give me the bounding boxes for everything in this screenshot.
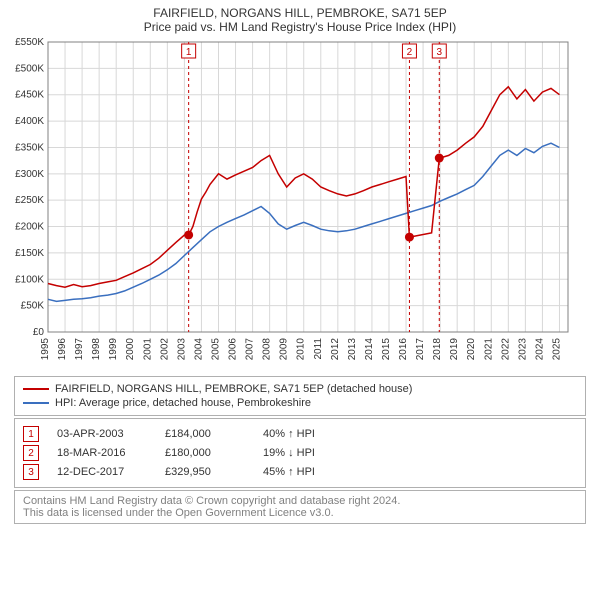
x-tick-label: 2003 — [176, 338, 187, 361]
events-table: 1 03-APR-2003 £184,000 40% ↑ HPI 2 18-MAR-201… — [14, 418, 586, 488]
x-tick-label: 1998 — [91, 338, 102, 361]
x-tick-label: 2002 — [159, 338, 170, 361]
legend-label-red: FAIRFIELD, NORGANS HILL, PEMBROKE, SA71 … — [55, 383, 412, 395]
event-date: 18-MAR-2016 — [57, 447, 147, 459]
x-tick-label: 2018 — [432, 338, 443, 361]
x-tick-label: 2005 — [210, 338, 221, 361]
chart-title-block: FAIRFIELD, NORGANS HILL, PEMBROKE, SA71 … — [0, 0, 600, 34]
event-change: 19% ↓ HPI — [263, 447, 353, 459]
x-tick-label: 2001 — [142, 338, 153, 361]
event-price: £329,950 — [165, 466, 245, 478]
x-tick-label: 2007 — [245, 338, 256, 361]
event-price: £180,000 — [165, 447, 245, 459]
x-tick-label: 2011 — [313, 338, 324, 360]
attribution-line-2: This data is licensed under the Open Gov… — [23, 507, 577, 519]
event-date: 12-DEC-2017 — [57, 466, 147, 478]
x-tick-label: 2006 — [228, 338, 239, 361]
x-tick-label: 2012 — [330, 338, 341, 361]
event-marker: 3 — [23, 464, 39, 480]
x-tick-label: 2016 — [398, 338, 409, 361]
y-tick-label: £350K — [15, 142, 44, 153]
event-line-marker-label: 3 — [436, 47, 442, 58]
x-tick-label: 2024 — [534, 338, 545, 361]
title-line-2: Price paid vs. HM Land Registry's House … — [0, 20, 600, 34]
y-tick-label: £400K — [15, 116, 44, 127]
x-tick-label: 2015 — [381, 338, 392, 361]
y-tick-label: £500K — [15, 63, 44, 74]
x-tick-label: 2010 — [296, 338, 307, 361]
event-line-marker-label: 1 — [186, 47, 192, 58]
y-tick-label: £100K — [15, 274, 44, 285]
chart-svg: £0 £50K £100K £150K £200K £250K £300K £350K £400… — [0, 34, 572, 374]
x-tick-label: 2014 — [364, 338, 375, 361]
x-tick-label: 2021 — [483, 338, 494, 361]
attribution-line-1: Contains HM Land Registry data © Crown c… — [23, 495, 577, 507]
legend-row-red: FAIRFIELD, NORGANS HILL, PEMBROKE, SA71 … — [23, 383, 577, 395]
x-tick-label: 2009 — [279, 338, 290, 361]
x-tick-label: 2000 — [125, 338, 136, 361]
x-tick-label: 1995 — [40, 338, 51, 361]
x-tick-label: 1997 — [74, 338, 85, 361]
legend-swatch-red — [23, 388, 49, 390]
x-tick-label: 2023 — [517, 338, 528, 361]
event-price: £184,000 — [165, 428, 245, 440]
y-tick-label: £450K — [15, 90, 44, 101]
x-tick-label: 2019 — [449, 338, 460, 361]
event-marker: 2 — [23, 445, 39, 461]
legend-label-blue: HPI: Average price, detached house, Pemb… — [55, 397, 311, 409]
y-tick-label: £250K — [15, 195, 44, 206]
y-tick-label: £150K — [15, 248, 44, 259]
legend-row-blue: HPI: Average price, detached house, Pemb… — [23, 397, 577, 409]
event-change: 40% ↑ HPI — [263, 428, 353, 440]
legend: FAIRFIELD, NORGANS HILL, PEMBROKE, SA71 … — [14, 376, 586, 416]
y-tick-label: £300K — [15, 169, 44, 180]
legend-swatch-blue — [23, 402, 49, 404]
event-row: 3 12-DEC-2017 £329,950 45% ↑ HPI — [23, 464, 577, 480]
x-tick-label: 2025 — [551, 338, 562, 361]
x-tick-label: 2004 — [193, 338, 204, 361]
y-tick-label: £0 — [33, 327, 45, 338]
y-tick-label: £550K — [15, 37, 44, 48]
event-line-marker-label: 2 — [407, 47, 413, 58]
y-tick-label: £50K — [21, 301, 45, 312]
event-change: 45% ↑ HPI — [263, 466, 353, 478]
title-line-1: FAIRFIELD, NORGANS HILL, PEMBROKE, SA71 … — [0, 6, 600, 20]
x-tick-label: 1999 — [108, 338, 119, 361]
event-row: 2 18-MAR-2016 £180,000 19% ↓ HPI — [23, 445, 577, 461]
x-tick-label: 1996 — [57, 338, 68, 361]
chart: £0 £50K £100K £150K £200K £250K £300K £350K £400… — [0, 34, 600, 374]
x-tick-label: 2022 — [500, 338, 511, 361]
x-tick-label: 2017 — [415, 338, 426, 361]
x-tick-label: 2013 — [347, 338, 358, 361]
attribution: Contains HM Land Registry data © Crown c… — [14, 490, 586, 524]
x-tick-label: 2008 — [262, 338, 273, 361]
x-tick-label: 2020 — [466, 338, 477, 361]
event-marker: 1 — [23, 426, 39, 442]
event-row: 1 03-APR-2003 £184,000 40% ↑ HPI — [23, 426, 577, 442]
event-date: 03-APR-2003 — [57, 428, 147, 440]
plot-bg — [0, 34, 572, 374]
y-tick-label: £200K — [15, 222, 44, 233]
